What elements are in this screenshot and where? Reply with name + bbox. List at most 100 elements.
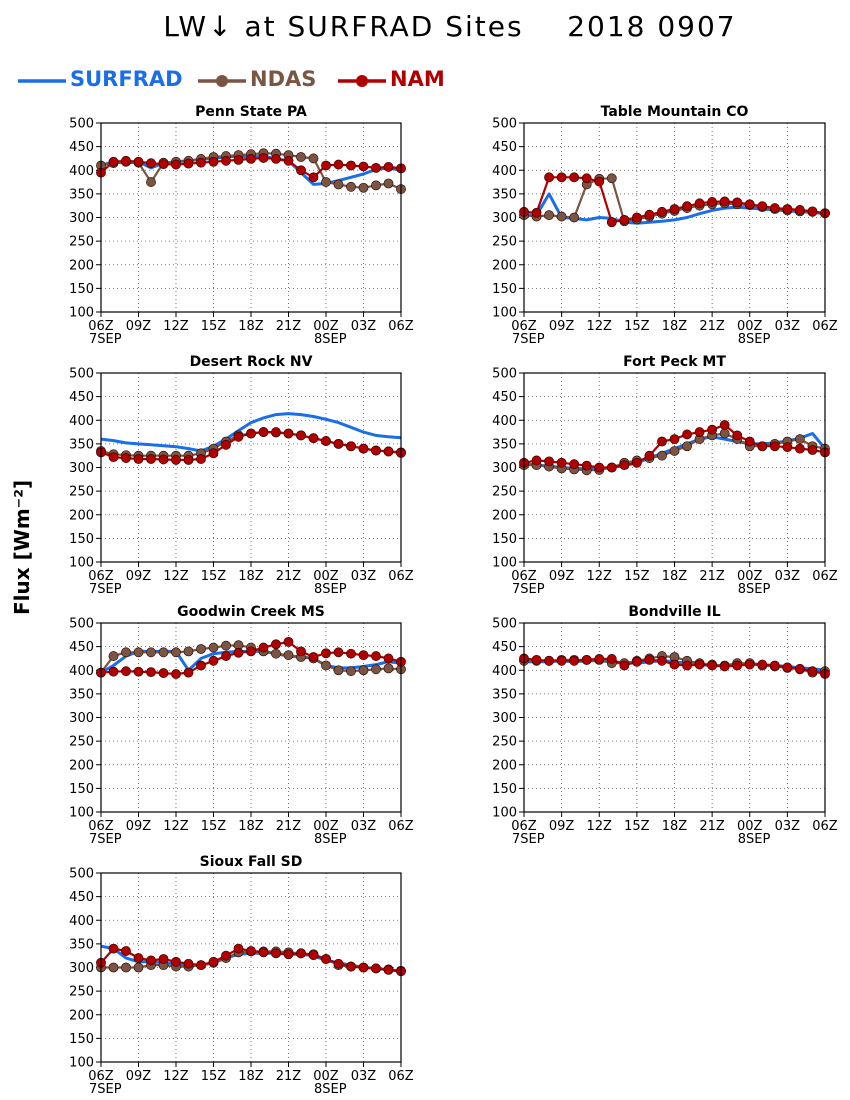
x-tick-label: 03Z [351, 819, 377, 834]
x-tick-label: 06Z [812, 319, 838, 334]
data-point-nam [694, 427, 705, 437]
data-point-nam [258, 642, 269, 653]
y-tick-label: 400 [69, 664, 94, 679]
data-point-nam [158, 668, 169, 678]
x-tick-label: 15Z [624, 319, 650, 334]
x-tick-label: 18Z [662, 819, 688, 834]
data-point-nam [133, 156, 144, 167]
data-point-ndas [321, 660, 331, 671]
x-tick-label: 21Z [699, 319, 725, 334]
data-point-ndas [183, 646, 194, 657]
x-tick-label: 00Z [313, 569, 339, 584]
series-line-surfrad [100, 412, 402, 453]
data-point-nam [556, 457, 567, 468]
date-label: 8SEP [738, 582, 771, 597]
x-tick-label: 12Z [587, 819, 613, 834]
data-point-nam [606, 217, 617, 228]
x-tick-label: 03Z [775, 319, 801, 334]
x-tick-label: 15Z [201, 819, 227, 834]
data-point-ndas [321, 177, 331, 187]
data-point-nam [208, 156, 219, 167]
data-point-nam [221, 950, 231, 961]
data-point-nam [757, 659, 768, 670]
y-tick-label: 400 [492, 664, 517, 679]
data-point-ndas [108, 651, 119, 661]
data-point-nam [782, 662, 793, 673]
y-tick-label: 300 [492, 461, 517, 476]
data-point-nam [757, 201, 768, 212]
data-point-nam [631, 656, 642, 667]
x-tick-label: 00Z [313, 1069, 339, 1084]
data-point-nam [556, 172, 567, 183]
x-tick-label: 21Z [699, 569, 725, 584]
data-point-nam [732, 660, 743, 671]
data-point-nam [619, 214, 630, 225]
data-point-ndas [146, 177, 156, 187]
data-point-nam [581, 654, 592, 665]
data-point-nam [606, 462, 617, 473]
date-label: 8SEP [314, 332, 347, 347]
data-point-nam [296, 646, 306, 657]
y-tick-label: 450 [492, 640, 517, 655]
y-tick-label: 200 [492, 258, 517, 273]
data-point-nam [221, 155, 231, 166]
data-point-nam [333, 159, 344, 170]
y-tick-label: 450 [492, 390, 517, 405]
data-point-nam [271, 948, 281, 959]
x-tick-label: 21Z [276, 569, 302, 584]
data-point-nam [707, 660, 718, 671]
x-tick-label: 03Z [775, 819, 801, 834]
y-tick-label: 300 [69, 961, 94, 976]
y-tick-label: 450 [69, 890, 94, 905]
y-tick-label: 150 [492, 282, 517, 297]
legend-label: NDAS [250, 67, 317, 91]
x-tick-label: 00Z [313, 319, 339, 334]
chart-panel: Fort Peck MT 100 150 200 250 300 350 400 450 500 0… [492, 354, 838, 597]
data-point-nam [208, 655, 219, 666]
y-tick-label: 400 [69, 414, 94, 429]
data-point-nam [795, 443, 805, 454]
data-point-nam [544, 172, 554, 183]
y-tick-label: 150 [69, 282, 94, 297]
data-point-nam [271, 154, 281, 164]
data-point-ndas [682, 441, 692, 452]
y-tick-label: 100 [492, 556, 517, 571]
y-tick-label: 150 [492, 532, 517, 547]
data-point-nam [795, 205, 805, 215]
x-tick-label: 21Z [699, 819, 725, 834]
y-tick-label: 300 [69, 461, 94, 476]
data-point-nam [246, 428, 256, 439]
data-point-nam [682, 201, 692, 212]
date-label: 7SEP [89, 332, 122, 347]
date-label: 7SEP [89, 582, 122, 597]
plot-frame [100, 122, 402, 313]
data-point-ndas [171, 647, 181, 658]
data-point-nam [233, 943, 244, 954]
data-point-ndas [371, 664, 381, 675]
plot-frame [523, 122, 826, 313]
chart-title: Penn State PA [195, 104, 307, 120]
y-tick-label: 500 [69, 117, 94, 132]
data-point-nam [644, 450, 655, 461]
data-point-nam [371, 162, 381, 173]
data-point-nam [246, 154, 256, 164]
data-point-nam [569, 459, 580, 470]
data-point-nam [383, 653, 394, 664]
y-tick-label: 500 [492, 117, 517, 132]
data-point-nam [644, 209, 655, 220]
chart-title: Fort Peck MT [623, 354, 726, 370]
data-point-nam [146, 667, 156, 678]
chart-title: Table Mountain CO [601, 104, 749, 120]
y-tick-label: 400 [492, 414, 517, 429]
data-point-ndas [606, 173, 617, 184]
data-point-ndas [333, 179, 344, 190]
data-point-nam [371, 651, 381, 661]
y-tick-label: 350 [492, 687, 517, 702]
data-point-nam [108, 666, 119, 677]
data-point-nam [744, 199, 755, 210]
chart-panel: Desert Rock NV 100 150 200 250 300 350 400 450 50… [69, 354, 414, 597]
data-point-nam [333, 438, 344, 449]
data-point-nam [757, 441, 768, 452]
data-point-nam [346, 648, 356, 659]
x-tick-label: 09Z [549, 569, 575, 584]
